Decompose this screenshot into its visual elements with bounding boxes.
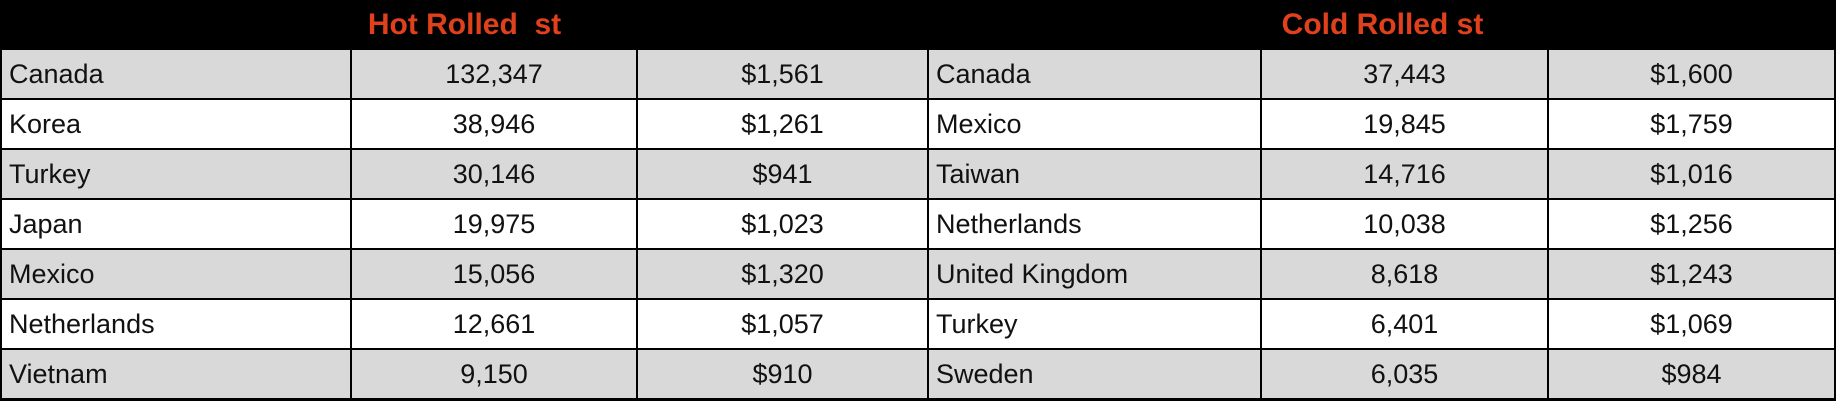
volume-cell: 19,845 (1262, 100, 1549, 150)
country-cell: Sweden (929, 350, 1262, 400)
volume-cell: 37,443 (1262, 50, 1549, 100)
volume-cell: 10,038 (1262, 200, 1549, 250)
volume-cell: 6,035 (1262, 350, 1549, 400)
country-cell: Netherlands (0, 300, 352, 350)
volume-cell: 30,146 (352, 150, 638, 200)
country-cell: Taiwan (929, 150, 1262, 200)
country-cell: Turkey (0, 150, 352, 200)
table-title: Hot Rolled st (367, 8, 562, 41)
price-cell: $1,261 (638, 100, 929, 150)
volume-cell: 132,347 (352, 50, 638, 100)
country-cell: United Kingdom (929, 250, 1262, 300)
price-cell: $1,057 (638, 300, 929, 350)
price-cell: $941 (638, 150, 929, 200)
country-cell: Canada (929, 50, 1262, 100)
country-cell: Turkey (929, 300, 1262, 350)
volume-cell: 8,618 (1262, 250, 1549, 300)
country-cell: Japan (0, 200, 352, 250)
volume-cell: 6,401 (1262, 300, 1549, 350)
price-cell: $910 (638, 350, 929, 400)
country-cell: Netherlands (929, 200, 1262, 250)
price-cell: $1,256 (1549, 200, 1836, 250)
country-cell: Korea (0, 100, 352, 150)
price-cell: $1,243 (1549, 250, 1836, 300)
volume-cell: 12,661 (352, 300, 638, 350)
price-cell: $1,023 (638, 200, 929, 250)
price-cell: $984 (1549, 350, 1836, 400)
volume-cell: 9,150 (352, 350, 638, 400)
price-cell: $1,016 (1549, 150, 1836, 200)
price-cell: $1,069 (1549, 300, 1836, 350)
volume-cell: 14,716 (1262, 150, 1549, 200)
price-cell: $1,561 (638, 50, 929, 100)
price-cell: $1,600 (1549, 50, 1836, 100)
country-cell: Mexico (0, 250, 352, 300)
country-cell: Canada (0, 50, 352, 100)
table-title: Cold Rolled st (1281, 8, 1484, 41)
price-cell: $1,759 (1549, 100, 1836, 150)
country-cell: Mexico (929, 100, 1262, 150)
country-cell: Vietnam (0, 350, 352, 400)
volume-cell: 19,975 (352, 200, 638, 250)
volume-cell: 15,056 (352, 250, 638, 300)
price-cell: $1,320 (638, 250, 929, 300)
volume-cell: 38,946 (352, 100, 638, 150)
